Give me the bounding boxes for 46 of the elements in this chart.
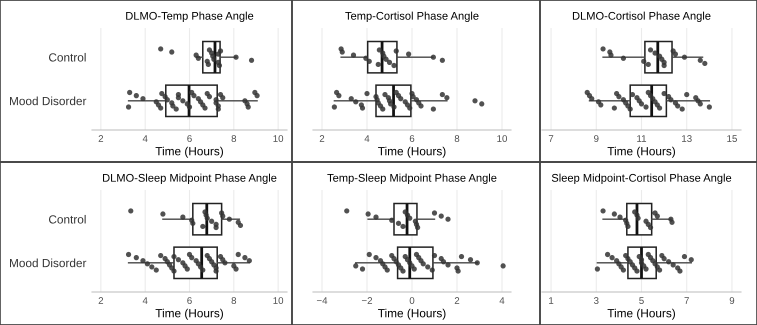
x-axis-title: Time (Hours) bbox=[608, 146, 675, 158]
x-axis-title: Time (Hours) bbox=[156, 308, 223, 320]
y-tick-label: Control bbox=[48, 214, 86, 224]
chart-title: Temp-Cortisol Phase Angle bbox=[345, 12, 479, 22]
x-tick-label: 5 bbox=[639, 297, 644, 304]
x-tick-label: 8 bbox=[454, 135, 460, 142]
x-tick-label: 13 bbox=[682, 135, 692, 142]
x-tick-label: −4 bbox=[316, 297, 328, 304]
x-tick-label: 4 bbox=[142, 297, 148, 304]
x-axis-title: Time (Hours) bbox=[378, 146, 446, 158]
x-tick-label: 10 bbox=[497, 135, 508, 142]
x-tick-label: 4 bbox=[500, 297, 504, 304]
x-tick-label: 9 bbox=[594, 135, 599, 142]
y-tick-label: Control bbox=[48, 52, 86, 62]
x-tick-label: 8 bbox=[232, 297, 236, 304]
x-tick-label: 2 bbox=[98, 135, 104, 142]
x-tick-label: 15 bbox=[727, 135, 737, 142]
x-tick-label: 6 bbox=[187, 135, 192, 142]
chart-title: DLMO-Sleep Midpoint Phase Angle bbox=[103, 174, 276, 184]
x-tick-label: 2 bbox=[320, 135, 324, 142]
x-tick-label: −2 bbox=[362, 297, 372, 304]
x-axis-title: Time (Hours) bbox=[378, 308, 446, 320]
x-tick-label: 4 bbox=[364, 135, 370, 142]
x-tick-label: 1 bbox=[549, 297, 554, 304]
y-tick-label: Mood Disorder bbox=[10, 258, 86, 268]
x-tick-label: 4 bbox=[142, 135, 148, 142]
x-tick-label: 2 bbox=[454, 297, 460, 304]
x-tick-label: 10 bbox=[273, 297, 284, 304]
x-tick-label: 7 bbox=[548, 135, 554, 142]
x-tick-label: 10 bbox=[273, 135, 284, 142]
chart-title: DLMO-Cortisol Phase Angle bbox=[572, 12, 710, 22]
x-tick-label: 0 bbox=[410, 297, 414, 304]
x-tick-label: 7 bbox=[684, 297, 689, 304]
x-tick-label: 11 bbox=[637, 135, 646, 142]
x-tick-label: 9 bbox=[730, 297, 734, 304]
chart-title: DLMO-Temp Phase Angle bbox=[126, 12, 254, 22]
chart-title: Sleep Midpoint-Cortisol Phase Angle bbox=[552, 174, 732, 184]
x-tick-label: 3 bbox=[594, 297, 599, 304]
x-axis-title: Time (Hours) bbox=[608, 308, 675, 320]
x-tick-label: 6 bbox=[410, 135, 414, 142]
y-tick-label: Mood Disorder bbox=[10, 96, 86, 106]
x-tick-label: 2 bbox=[98, 297, 104, 304]
x-axis-title: Time (Hours) bbox=[156, 146, 223, 158]
chart-title: Temp-Sleep Midpoint Phase Angle bbox=[327, 174, 496, 184]
x-tick-label: 6 bbox=[187, 297, 192, 304]
x-tick-label: 8 bbox=[232, 135, 236, 142]
